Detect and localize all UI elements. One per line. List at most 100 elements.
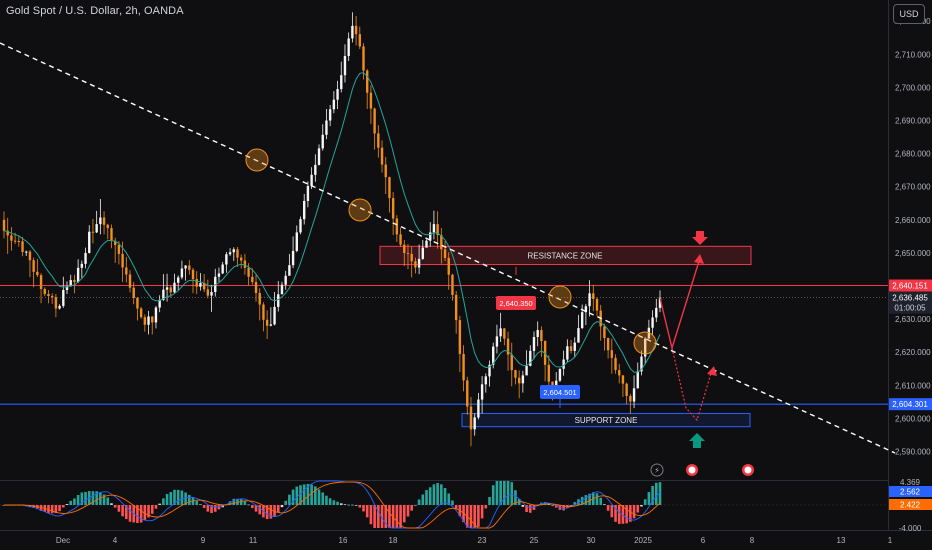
touch-point-circle <box>548 285 572 309</box>
histogram-bar <box>406 505 410 517</box>
candle-body <box>532 337 536 351</box>
histogram-bar <box>629 505 632 522</box>
histogram-bar <box>121 505 124 517</box>
candle-body <box>380 147 384 165</box>
candle-body <box>125 267 128 275</box>
candle-body <box>32 260 35 272</box>
x-tick-label: 30 <box>587 536 596 545</box>
candle-body <box>188 265 191 270</box>
candle-body <box>88 231 91 253</box>
histogram-bar <box>477 505 480 527</box>
histogram-bar <box>280 505 284 508</box>
candle-body <box>280 284 284 295</box>
price-callout-red <box>496 296 536 310</box>
histogram-bar <box>76 495 80 505</box>
candle-body <box>132 287 135 298</box>
histogram-bar <box>169 492 173 505</box>
histogram-bar <box>173 489 176 505</box>
candle-body <box>332 99 336 110</box>
histogram-bar <box>417 499 421 505</box>
histogram-bar <box>436 482 439 505</box>
histogram-bar <box>302 484 306 505</box>
x-tick-label: 8 <box>750 536 755 545</box>
candle-body <box>354 25 358 35</box>
histogram-bar <box>369 505 373 525</box>
candle-body <box>221 264 224 274</box>
candle-body <box>176 277 180 283</box>
histogram-bar <box>603 504 606 505</box>
candle-body <box>84 252 87 264</box>
histogram-bar <box>658 482 662 505</box>
candle-body <box>180 268 184 278</box>
histogram-bar <box>47 505 50 513</box>
histogram-bar <box>425 490 428 505</box>
histogram-bar <box>469 505 473 528</box>
support-price-tag <box>889 398 932 411</box>
osc-signal-tag <box>889 499 932 510</box>
candle-body <box>317 148 321 165</box>
histogram-bar <box>317 489 321 505</box>
candle-body <box>395 218 399 235</box>
y-tick-label: 2,630.000 <box>895 315 931 324</box>
x-tick-label: 1 <box>888 536 893 545</box>
candle-body <box>569 346 573 351</box>
candle-body <box>443 249 447 258</box>
candle-body <box>262 304 265 320</box>
touch-point-circle <box>348 198 372 222</box>
candle-body <box>421 247 425 259</box>
histogram-bar <box>165 493 169 505</box>
histogram-bar <box>632 505 636 519</box>
osc-top-label: 4.369 <box>900 478 921 487</box>
candle-body <box>621 375 625 384</box>
histogram-bar <box>147 505 150 518</box>
y-tick-label: 2,680.000 <box>895 150 931 159</box>
histogram-bar <box>599 497 603 505</box>
candle-body <box>636 371 639 389</box>
candle-body <box>547 364 551 382</box>
osc-bottom-label: -4.000 <box>899 524 922 533</box>
candle-body <box>202 283 206 290</box>
histogram-bar <box>621 505 625 524</box>
histogram-bar <box>343 504 347 505</box>
candle-body <box>384 164 387 178</box>
histogram-bar <box>139 505 143 523</box>
candle-body <box>388 177 391 198</box>
candle-body <box>143 317 147 325</box>
histogram-bar <box>562 505 565 511</box>
histogram-bar <box>454 505 458 509</box>
histogram-bar <box>80 492 84 505</box>
currency-button[interactable]: USD <box>893 4 925 24</box>
symbol-title: Gold Spot / U.S. Dollar, 2h, OANDA <box>6 5 184 17</box>
histogram-bar <box>606 505 610 511</box>
candle-body <box>254 282 258 293</box>
x-tick-label: 13 <box>837 536 846 545</box>
histogram-bar <box>440 484 443 505</box>
histogram-bar <box>402 505 406 523</box>
histogram-bar <box>243 501 247 505</box>
y-tick-label: 2,710.000 <box>895 50 931 59</box>
candle-body <box>239 257 243 261</box>
candle-body <box>614 357 617 371</box>
resistance-price-tag <box>889 279 932 292</box>
candle-body <box>199 283 202 287</box>
candle-body <box>625 383 628 396</box>
histogram-bar <box>551 505 554 506</box>
histogram-bar <box>373 505 376 528</box>
histogram-bar <box>276 505 280 513</box>
candle-body <box>151 316 154 323</box>
candle-body <box>551 381 554 387</box>
histogram-bar <box>510 482 514 505</box>
candle-body <box>347 38 350 56</box>
candle-body <box>414 261 417 268</box>
candle-body <box>540 330 543 341</box>
osc-macd-label: 2.562 <box>900 488 921 497</box>
candle-body <box>606 337 610 351</box>
histogram-bar <box>162 498 165 505</box>
histogram-bar <box>273 505 276 517</box>
candle-body <box>62 290 65 306</box>
candle-body <box>162 289 165 300</box>
candle-body <box>514 370 517 378</box>
candle-body <box>340 75 343 90</box>
